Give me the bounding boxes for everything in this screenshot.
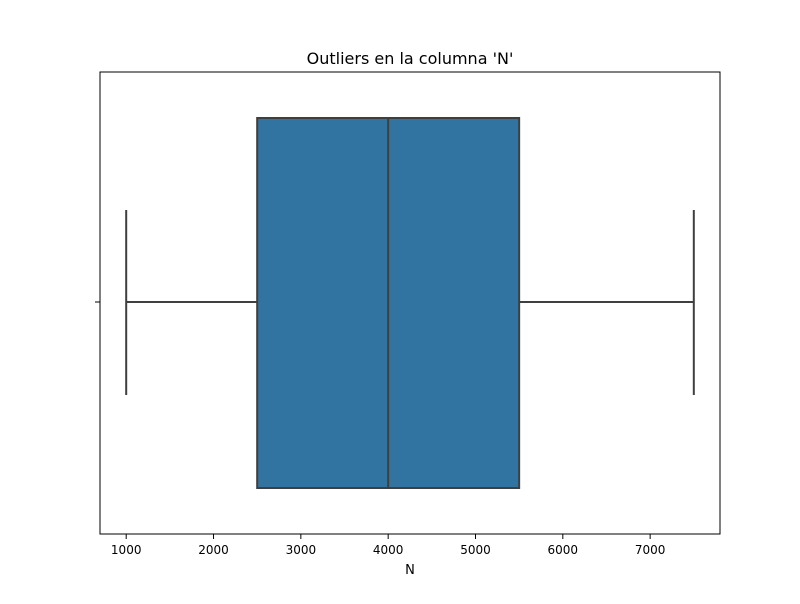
x-axis-ticks: 1000 2000 3000 4000 5000 6000 7000 (111, 534, 665, 557)
x-tick-label: 7000 (635, 543, 666, 557)
x-tick-label: 6000 (548, 543, 579, 557)
x-axis-label: N (405, 563, 415, 578)
x-tick-label: 3000 (286, 543, 317, 557)
chart-title: Outliers en la columna 'N' (307, 49, 514, 68)
x-tick-label: 1000 (111, 543, 142, 557)
axes-frame (99, 71, 721, 535)
plot-area (125, 117, 695, 489)
x-tick-label: 2000 (198, 543, 229, 557)
x-tick-label: 4000 (373, 543, 404, 557)
x-tick-label: 5000 (460, 543, 491, 557)
